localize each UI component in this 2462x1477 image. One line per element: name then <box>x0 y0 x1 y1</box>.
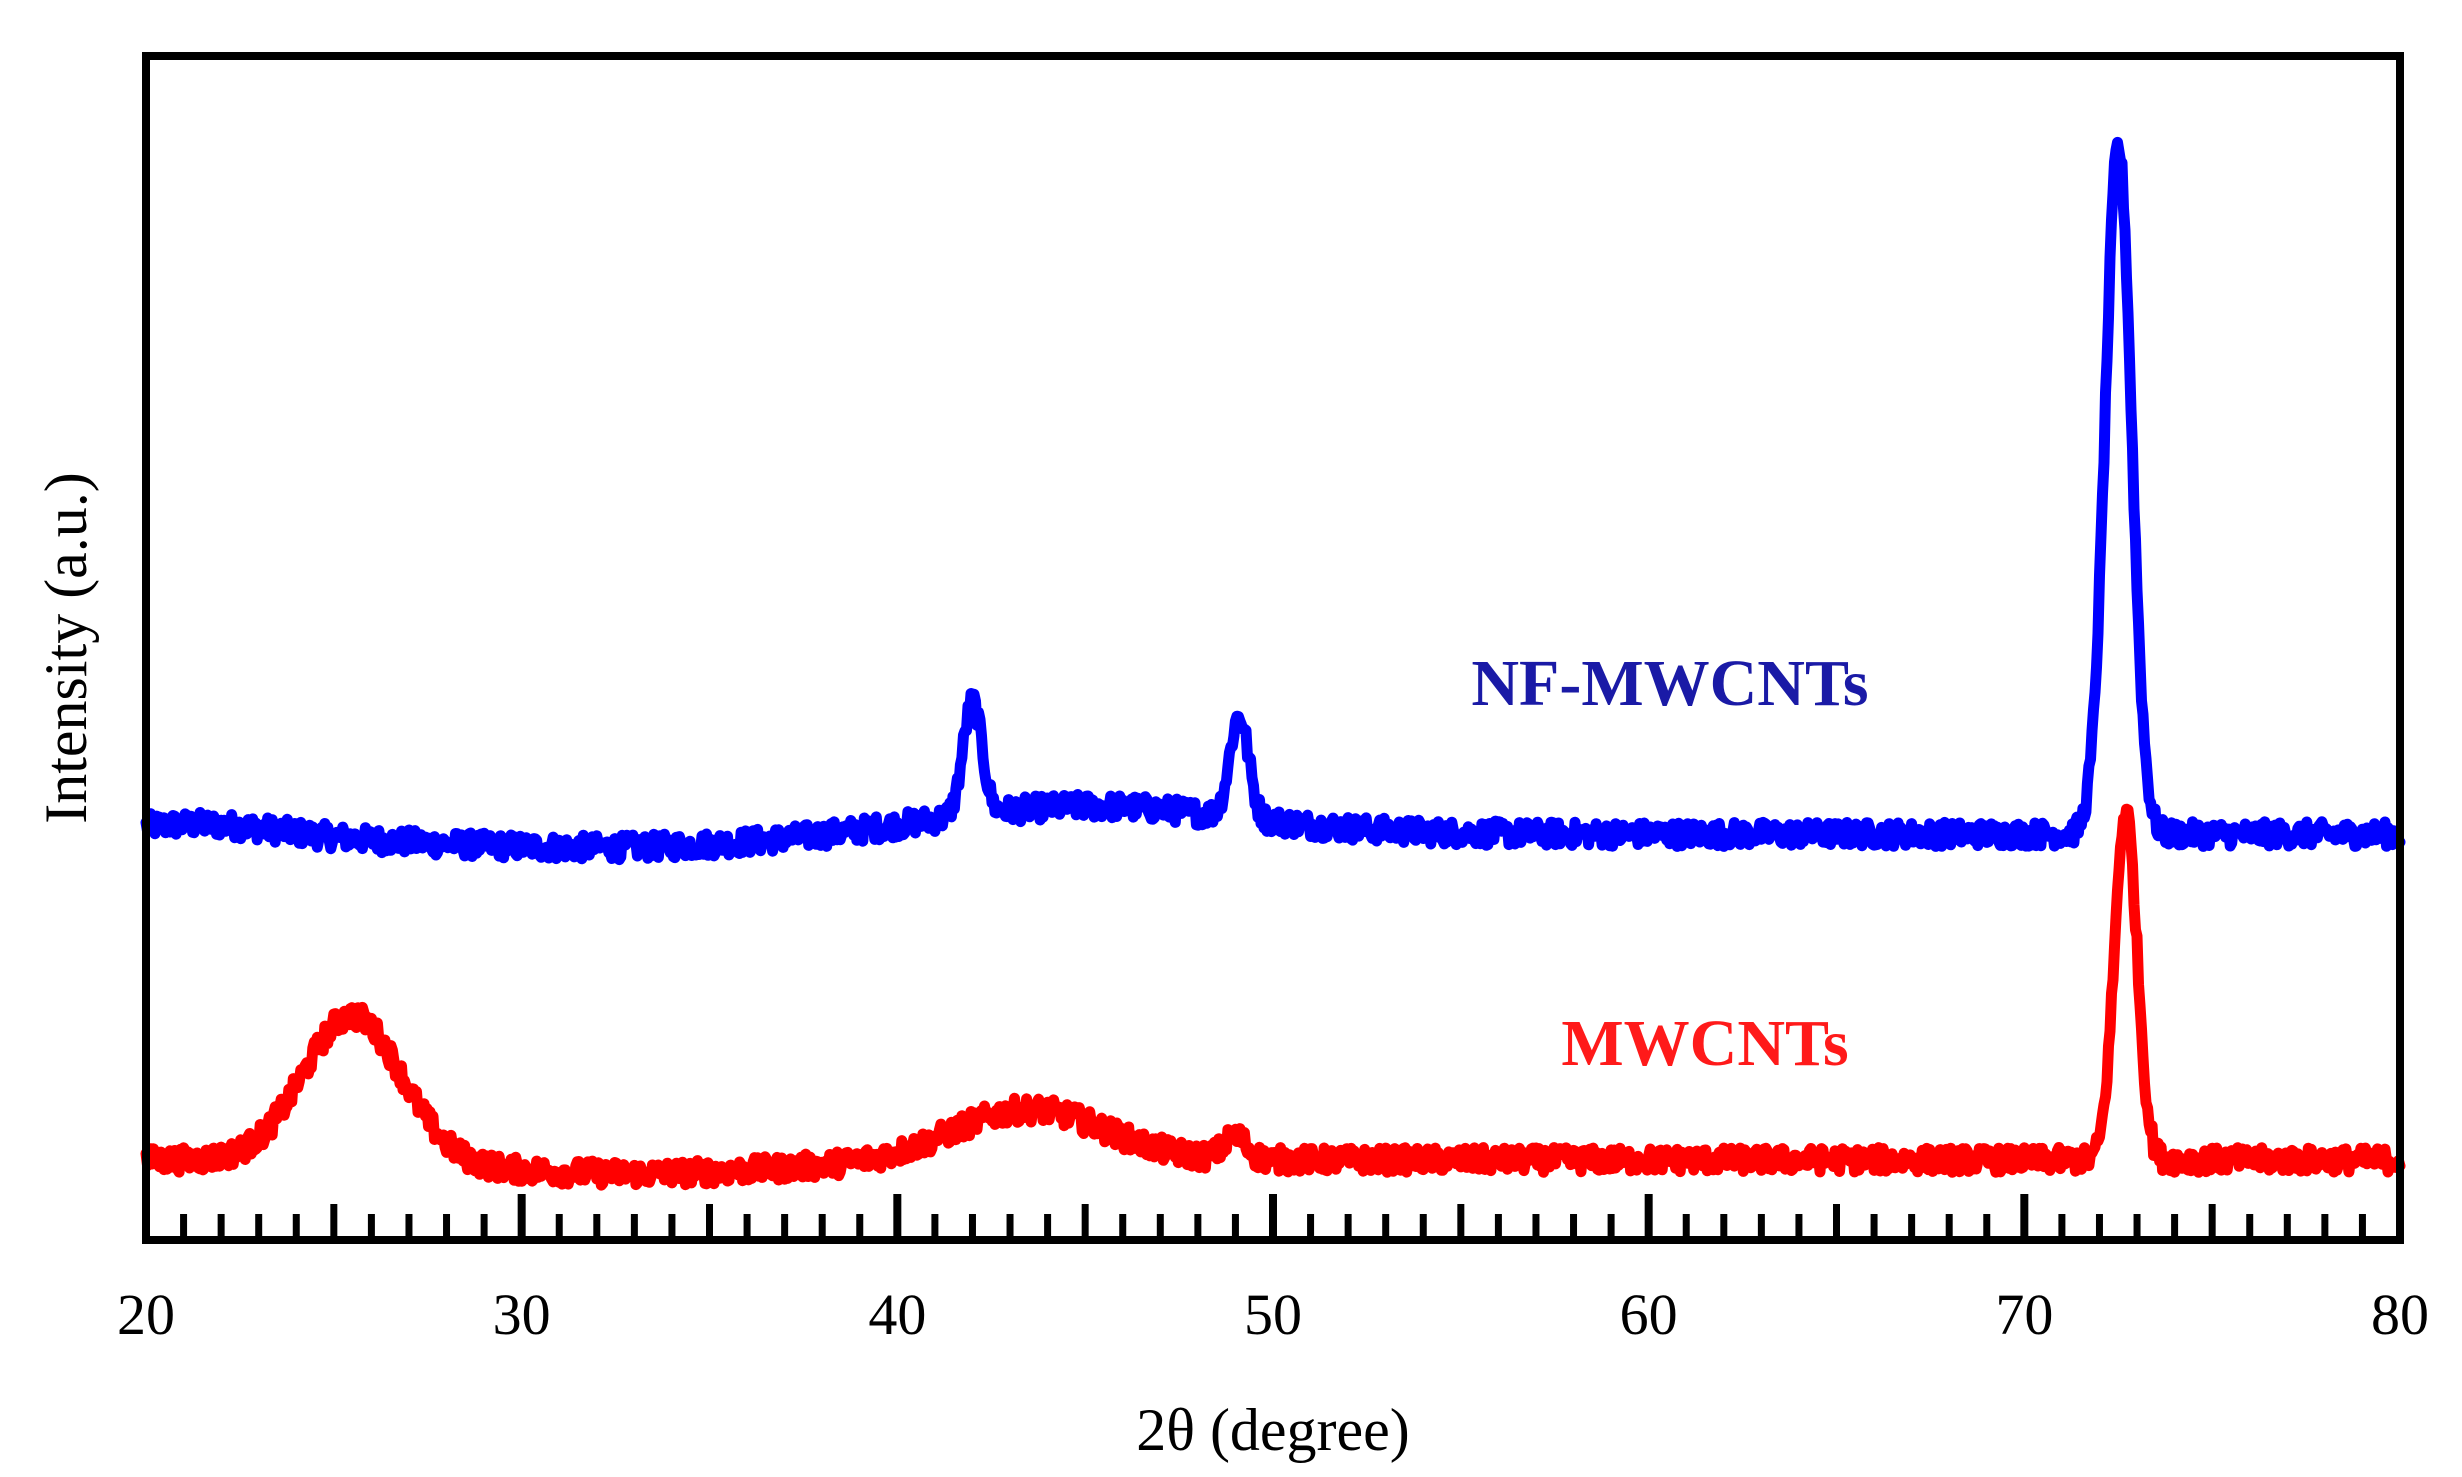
plot-frame <box>142 52 2404 1244</box>
minor-ticks <box>180 1194 2366 1240</box>
x-axis-title: 2θ (degree) <box>1136 1397 1410 1463</box>
x-tick-label: 20 <box>117 1282 175 1347</box>
series-layer <box>140 136 2406 1191</box>
series-label-nf-mwcnts: NF-MWCNTs <box>1471 647 1868 720</box>
series-line-nf-mwcnts <box>140 136 2406 866</box>
x-tick-label: 70 <box>1995 1282 2053 1347</box>
y-axis-title: Intensity (a.u.) <box>33 472 99 824</box>
x-tick-labels: 20 30 40 50 60 70 80 <box>117 1282 2429 1347</box>
x-tick-label: 50 <box>1244 1282 1302 1347</box>
x-tick-label: 80 <box>2371 1282 2429 1347</box>
x-tick-label: 60 <box>1620 1282 1678 1347</box>
x-tick-label: 40 <box>868 1282 926 1347</box>
series-line-mwcnts <box>140 803 2406 1191</box>
x-tick-label: 30 <box>493 1282 551 1347</box>
series-label-mwcnts: MWCNTs <box>1561 1007 1848 1080</box>
